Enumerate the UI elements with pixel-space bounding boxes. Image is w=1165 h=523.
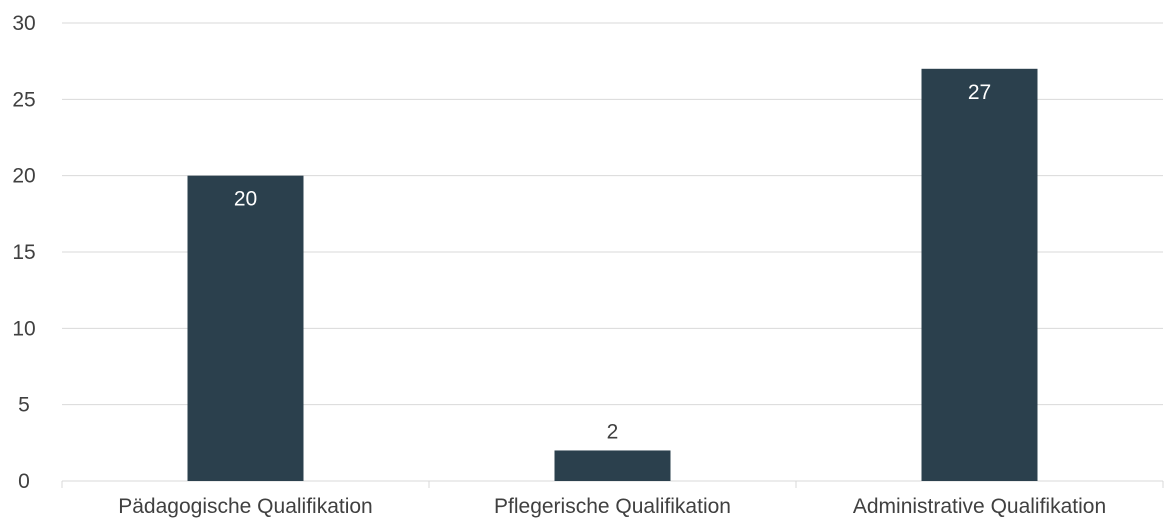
category-labels: Pädagogische Qualifikation Pflegerische Q… bbox=[118, 495, 1106, 518]
category-label: Administrative Qualifikation bbox=[853, 495, 1106, 518]
data-label: 2 bbox=[607, 420, 619, 443]
data-label: 20 bbox=[234, 188, 257, 211]
bar bbox=[921, 68, 1038, 482]
y-tick-label: 15 bbox=[12, 241, 35, 264]
y-tick-label: 20 bbox=[12, 165, 35, 188]
y-tick-label: 0 bbox=[18, 470, 30, 493]
y-tick-label: 10 bbox=[12, 317, 35, 340]
bar bbox=[554, 450, 671, 481]
data-labels: 20 2 27 bbox=[234, 81, 991, 444]
bars bbox=[187, 68, 1038, 482]
y-tick-label: 5 bbox=[18, 394, 30, 417]
y-tick-label: 25 bbox=[12, 88, 35, 111]
category-label: Pflegerische Qualifikation bbox=[494, 495, 731, 518]
bar bbox=[187, 175, 304, 481]
x-axis bbox=[61, 480, 1164, 488]
data-label: 27 bbox=[968, 81, 991, 104]
y-axis-tick-labels: 0 5 10 15 20 25 30 bbox=[12, 12, 35, 493]
y-tick-label: 30 bbox=[12, 12, 35, 35]
category-label: Pädagogische Qualifikation bbox=[118, 495, 373, 518]
